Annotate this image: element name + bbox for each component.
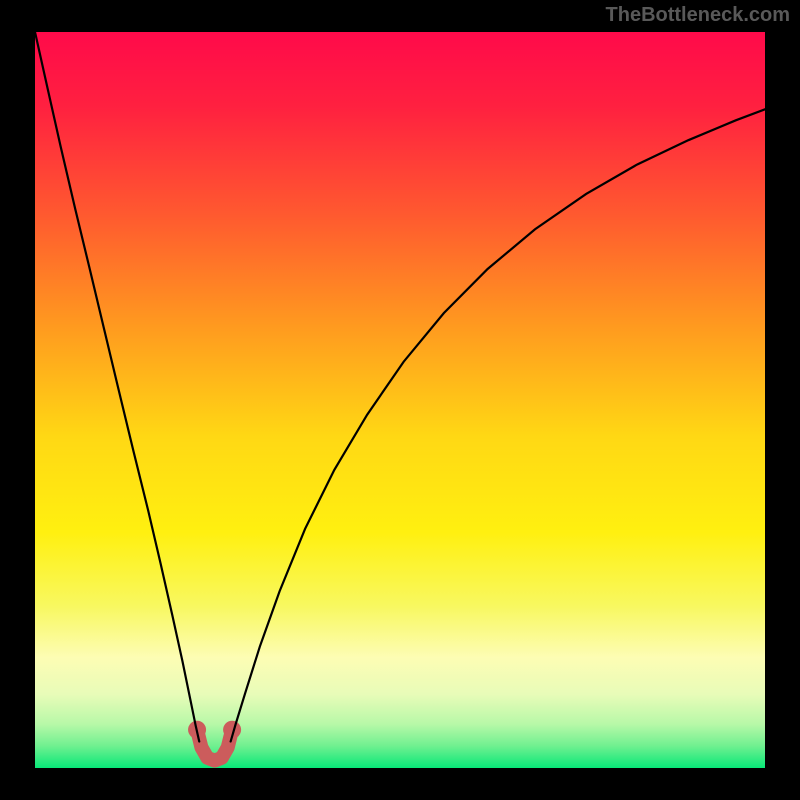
watermark-label: TheBottleneck.com: [606, 4, 790, 26]
plot-area: [35, 32, 765, 768]
gradient-background: [35, 32, 765, 768]
chart-container: TheBottleneck.com: [0, 0, 800, 800]
chart-svg: [35, 32, 765, 768]
watermark-text: TheBottleneck.com: [606, 4, 790, 27]
